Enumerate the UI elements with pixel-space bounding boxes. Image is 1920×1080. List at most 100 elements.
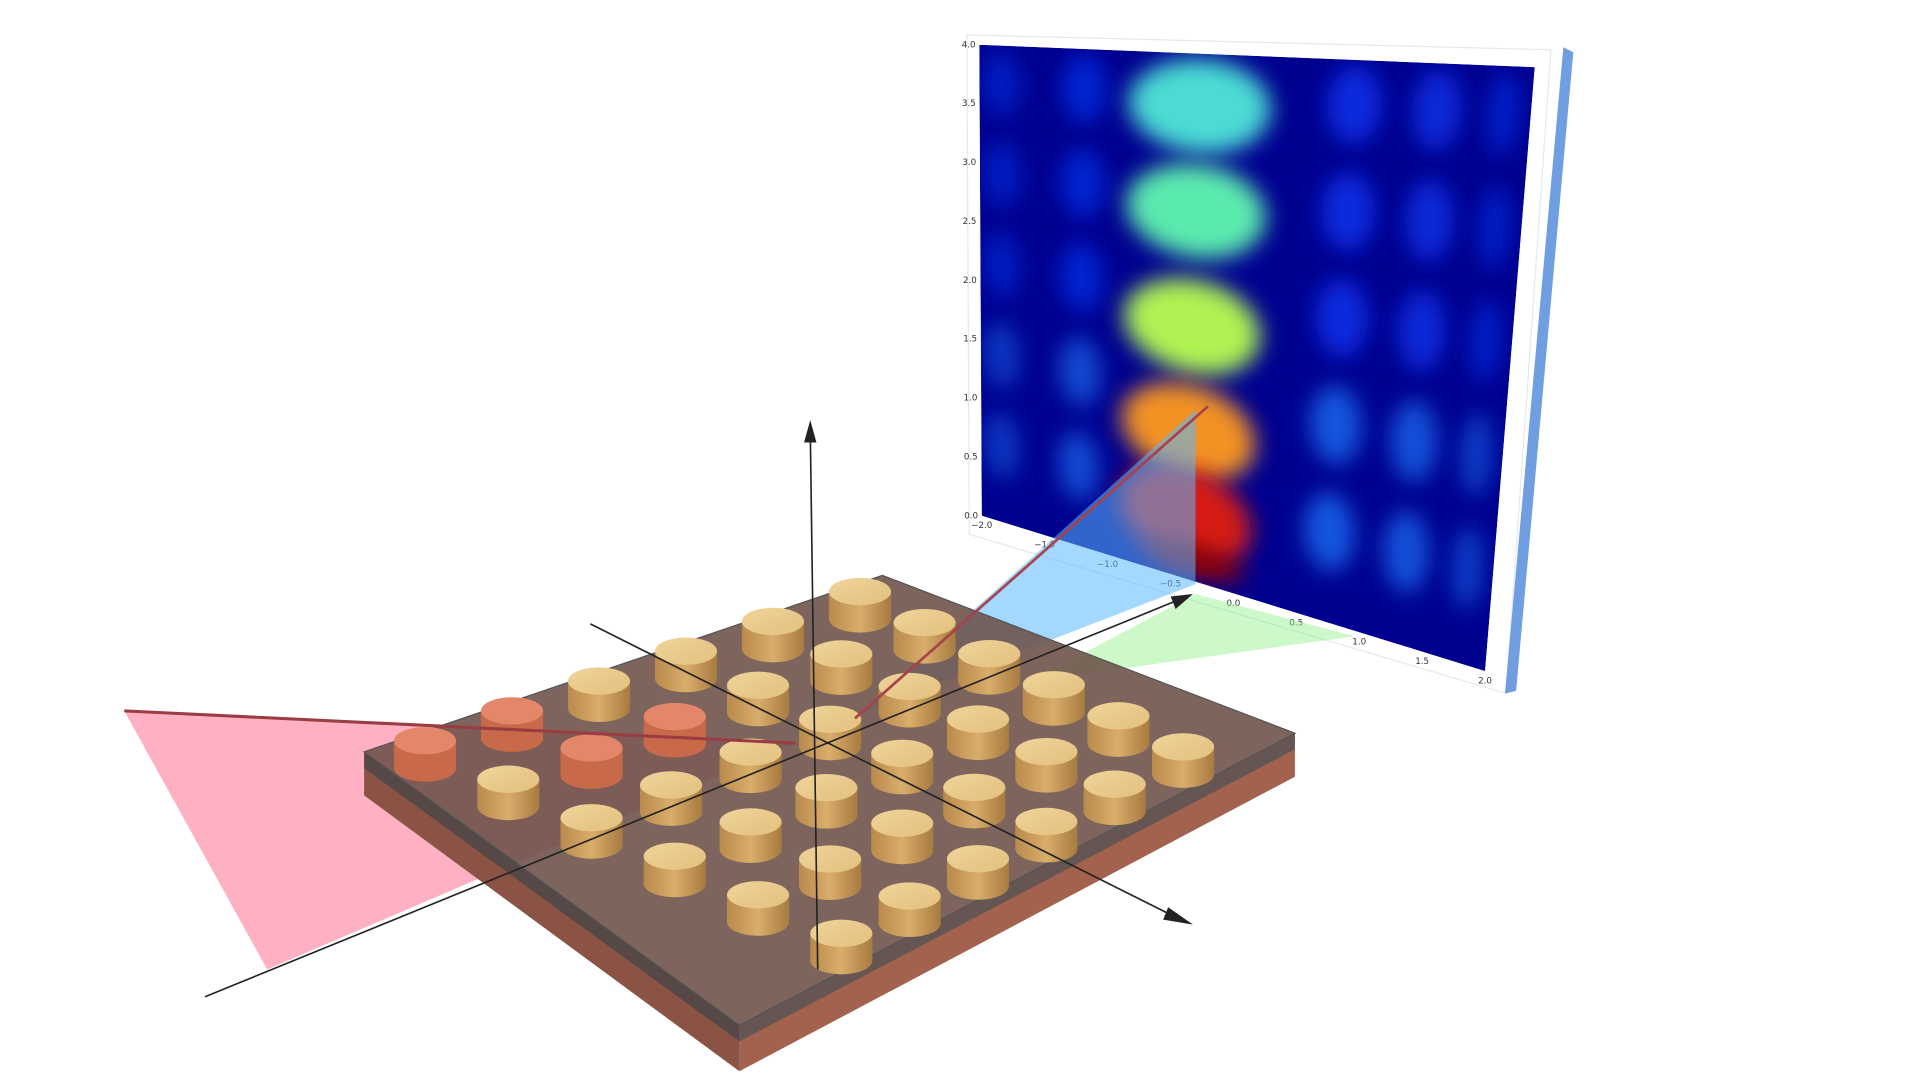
pillar bbox=[1152, 733, 1215, 788]
heatmap-lobe bbox=[982, 50, 1021, 118]
pillar bbox=[958, 640, 1021, 695]
pillar bbox=[719, 738, 782, 794]
pillar-top bbox=[958, 640, 1021, 668]
pillar-top bbox=[878, 882, 941, 910]
heatmap-lobe bbox=[1451, 525, 1484, 610]
pillar bbox=[393, 727, 457, 782]
heatmap-lobe bbox=[1326, 65, 1382, 145]
pillar-top bbox=[828, 577, 892, 606]
heatmap-lobe bbox=[1128, 58, 1272, 154]
heatmap-lobe bbox=[1062, 53, 1107, 124]
pillar bbox=[810, 919, 873, 975]
z-arrow bbox=[804, 420, 817, 443]
y-tick-label: 2.0 bbox=[963, 276, 977, 286]
pillar bbox=[654, 637, 718, 693]
x-tick-label: 1.5 bbox=[1415, 657, 1429, 667]
pillar bbox=[640, 771, 703, 826]
pillar-top bbox=[1022, 671, 1085, 699]
pillar bbox=[871, 809, 934, 865]
pillar-top bbox=[1087, 702, 1150, 730]
pillar-top bbox=[640, 771, 703, 799]
pillar-top bbox=[393, 727, 457, 755]
pillar-top bbox=[477, 765, 540, 793]
z-axis bbox=[809, 428, 819, 970]
x-tick-label: 0.5 bbox=[1289, 618, 1303, 628]
pillar bbox=[480, 697, 544, 752]
x-tick-label: −2.0 bbox=[971, 521, 992, 531]
heatmap-lobe bbox=[982, 140, 1021, 208]
pillar bbox=[946, 705, 1010, 761]
y-tick-label: 3.0 bbox=[962, 158, 976, 168]
x-tick-label: 0.0 bbox=[1226, 599, 1240, 609]
heatmap-lobe bbox=[1303, 491, 1355, 572]
pillar bbox=[560, 804, 623, 859]
heatmap-lobe bbox=[1058, 431, 1100, 501]
pillar bbox=[477, 765, 540, 821]
heatmap-lobe bbox=[1309, 385, 1362, 465]
x-arrow bbox=[1163, 907, 1194, 925]
pillar-top bbox=[893, 608, 956, 637]
heatmap-lobe bbox=[983, 321, 1020, 389]
pillar bbox=[810, 640, 873, 695]
heatmap-lobe bbox=[1469, 298, 1502, 383]
pillar bbox=[741, 607, 805, 663]
heatmap-lobe bbox=[983, 231, 1021, 299]
heatmap-lobe bbox=[1059, 336, 1101, 407]
projection-plane bbox=[1031, 594, 1355, 682]
incident-beam bbox=[124, 709, 796, 745]
pillar-top bbox=[726, 881, 790, 909]
panel-edge bbox=[1504, 47, 1574, 694]
pillar-top bbox=[654, 637, 718, 665]
pillar-top bbox=[878, 672, 941, 701]
x-axis bbox=[589, 623, 1181, 921]
pillar bbox=[893, 608, 956, 664]
pillar bbox=[1083, 770, 1146, 826]
pillar-top bbox=[560, 804, 623, 832]
pillar bbox=[943, 773, 1006, 829]
pillar-top bbox=[567, 667, 631, 695]
heatmap-lobe bbox=[1321, 172, 1376, 251]
heatmap-lobe bbox=[1382, 510, 1430, 593]
glass-left-side bbox=[364, 751, 740, 1042]
heatmap-lobe bbox=[1404, 179, 1454, 262]
pillar-top bbox=[799, 705, 862, 733]
pillar bbox=[795, 774, 858, 829]
pillar bbox=[567, 667, 631, 723]
y-tick-label: 0.5 bbox=[964, 452, 978, 462]
pillar bbox=[1015, 737, 1078, 793]
pillar-top bbox=[810, 919, 873, 947]
y-tick-label: 0.0 bbox=[964, 511, 978, 521]
y-tick-label: 4.0 bbox=[962, 40, 976, 50]
pillar-top bbox=[946, 705, 1010, 733]
heatmap-lobe bbox=[1390, 400, 1438, 482]
pillar bbox=[560, 734, 623, 789]
reflected-beam bbox=[854, 405, 1209, 720]
pillar-top bbox=[1083, 770, 1146, 798]
pillar bbox=[726, 881, 790, 936]
pillar bbox=[1022, 671, 1085, 726]
pillar-top bbox=[795, 774, 858, 802]
pillar-top bbox=[1015, 737, 1078, 766]
y-tick-label: 1.0 bbox=[964, 394, 978, 404]
pillar-top bbox=[946, 845, 1010, 873]
pillar-top bbox=[1015, 807, 1078, 836]
glass-right-side bbox=[739, 733, 1295, 1042]
pillar bbox=[878, 882, 941, 938]
heatmap-lobe bbox=[1460, 412, 1493, 497]
pillar bbox=[643, 702, 706, 758]
y-tick-label: 1.5 bbox=[963, 335, 977, 345]
y-tick-label: 3.5 bbox=[962, 99, 976, 109]
y-axis bbox=[204, 598, 1181, 998]
pillar-top bbox=[719, 808, 782, 836]
pillar-top bbox=[480, 697, 544, 725]
x-tick-label: −1.5 bbox=[1034, 541, 1055, 551]
pillar-top bbox=[719, 738, 782, 766]
pillar-top bbox=[943, 773, 1006, 802]
x-tick-label: 2.0 bbox=[1478, 677, 1492, 687]
x-tick-label: 1.0 bbox=[1352, 638, 1366, 648]
pillar bbox=[828, 577, 892, 633]
pillar bbox=[719, 808, 782, 863]
pillar-top bbox=[1152, 733, 1215, 761]
pillar-top bbox=[799, 845, 862, 873]
pillar-top bbox=[726, 671, 790, 699]
